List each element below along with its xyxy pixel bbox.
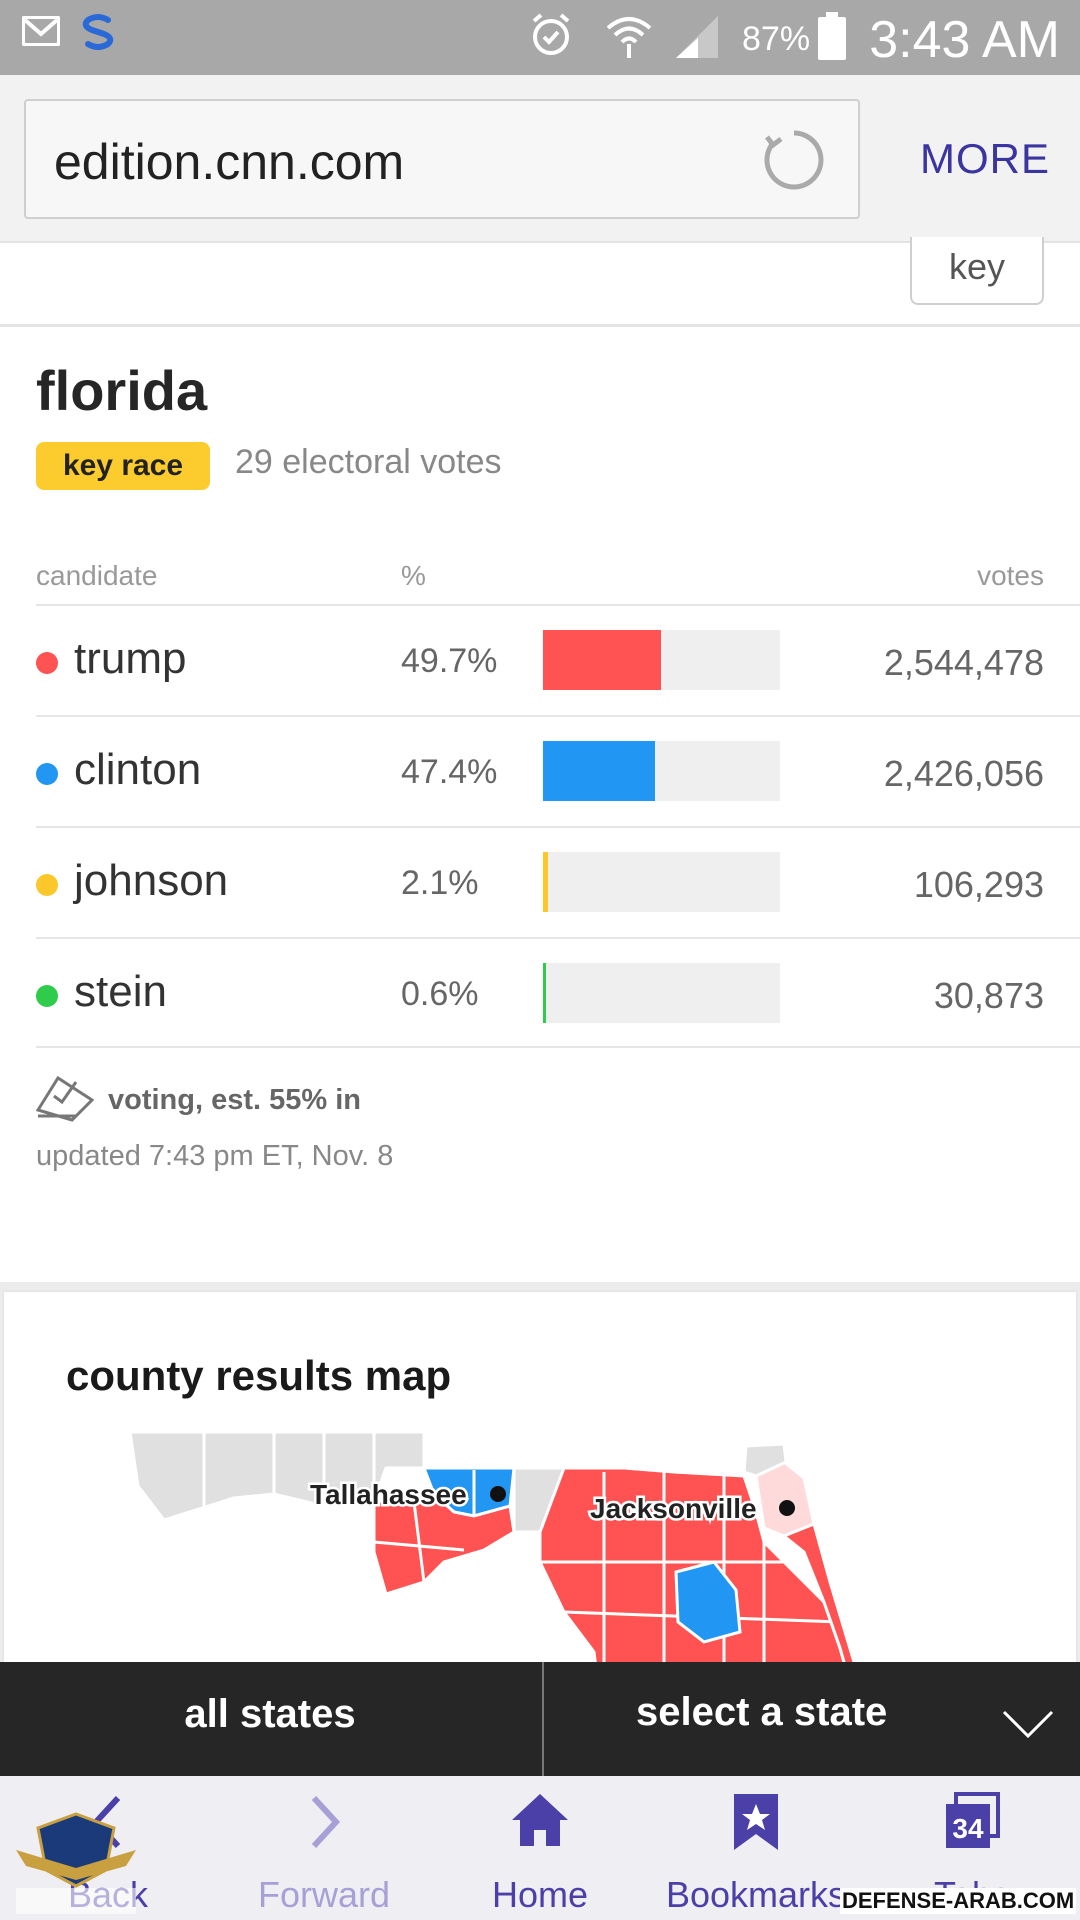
nav-home-button[interactable]: Home bbox=[432, 1776, 648, 1920]
county-shape bbox=[372, 1492, 516, 1596]
updated-timestamp: updated 7:43 pm ET, Nov. 8 bbox=[36, 1140, 394, 1172]
key-race-badge: key race bbox=[36, 442, 210, 490]
header-percent: % bbox=[401, 560, 426, 591]
nav-home-label: Home bbox=[491, 1874, 589, 1915]
candidate-votes: 2,426,056 bbox=[883, 753, 1044, 794]
county-map-section: county results map bbox=[0, 1282, 1080, 1732]
header-votes: votes bbox=[977, 560, 1044, 591]
watermark-text: DEFENSE-ARAB.COM bbox=[840, 1888, 1077, 1914]
vote-share-fill bbox=[543, 741, 655, 801]
city-label: Tallahassee bbox=[310, 1479, 467, 1510]
key-button[interactable]: key bbox=[910, 237, 1044, 305]
gmail-icon bbox=[22, 16, 60, 46]
city-marker bbox=[490, 1486, 506, 1502]
city-marker bbox=[779, 1500, 795, 1516]
candidate-name: johnson bbox=[74, 856, 229, 905]
candidate-votes: 30,873 bbox=[933, 975, 1044, 1016]
results-table: trump 49.7% 2,544,478 clinton 47.4% 2,42… bbox=[36, 604, 1080, 1048]
tabs-count: 34 bbox=[952, 1813, 984, 1844]
app-icon bbox=[82, 14, 114, 50]
watermark-logo bbox=[16, 1812, 136, 1914]
candidate-name: stein bbox=[74, 967, 167, 1016]
tabs-icon: 34 bbox=[946, 1792, 1000, 1848]
vote-share-bar bbox=[543, 741, 780, 801]
candidate-color-dot bbox=[36, 763, 58, 785]
vote-share-bar bbox=[543, 630, 780, 690]
state-selector-bar: all states select a state bbox=[0, 1662, 1080, 1776]
browser-toolbar: edition.cnn.com MORE bbox=[0, 75, 1080, 243]
vote-share-bar bbox=[543, 852, 780, 912]
select-state-label: select a state bbox=[636, 1690, 888, 1734]
alarm-icon bbox=[532, 13, 570, 55]
battery-icon bbox=[818, 12, 846, 60]
all-states-button[interactable]: all states bbox=[184, 1692, 356, 1736]
battery-percent: 87% bbox=[742, 20, 811, 58]
home-icon bbox=[512, 1794, 568, 1846]
vote-share-bar bbox=[543, 963, 780, 1023]
county-map-title: county results map bbox=[66, 1352, 452, 1399]
county-shape bbox=[674, 1560, 742, 1644]
candidate-row: stein 0.6% 30,873 bbox=[36, 937, 1080, 1048]
signal-icon bbox=[676, 16, 718, 58]
vote-share-fill bbox=[543, 630, 661, 690]
state-title: florida bbox=[36, 359, 208, 422]
select-state-dropdown[interactable]: select a state bbox=[542, 1662, 1080, 1776]
candidate-percent: 0.6% bbox=[401, 975, 479, 1013]
candidate-name: trump bbox=[74, 634, 187, 683]
nav-bookmarks-button[interactable]: Bookmarks bbox=[648, 1776, 864, 1920]
candidate-votes: 2,544,478 bbox=[883, 642, 1044, 683]
clock: 3:43 AM bbox=[869, 11, 1060, 69]
nav-forward-label: Forward bbox=[257, 1874, 391, 1915]
candidate-color-dot bbox=[36, 985, 58, 1007]
wifi-icon bbox=[606, 17, 652, 58]
vote-share-fill bbox=[543, 852, 548, 912]
bookmark-icon bbox=[734, 1794, 778, 1850]
vote-share-fill bbox=[543, 963, 546, 1023]
reporting-status: voting, est. 55% in bbox=[108, 1084, 361, 1116]
candidate-percent: 49.7% bbox=[401, 642, 498, 680]
city-label: Jacksonville bbox=[590, 1493, 757, 1524]
county-shape bbox=[742, 1442, 788, 1478]
more-button[interactable]: MORE bbox=[920, 135, 1050, 182]
candidate-votes: 106,293 bbox=[913, 864, 1044, 905]
status-bar: 87% 3:43 AM bbox=[0, 0, 1080, 75]
candidate-row: johnson 2.1% 106,293 bbox=[36, 826, 1080, 937]
address-bar[interactable]: edition.cnn.com bbox=[24, 99, 860, 219]
candidate-percent: 2.1% bbox=[401, 864, 479, 902]
header-candidate: candidate bbox=[36, 560, 158, 591]
candidate-row: clinton 47.4% 2,426,056 bbox=[36, 715, 1080, 826]
electoral-votes: 29 electoral votes bbox=[235, 443, 502, 481]
candidate-color-dot bbox=[36, 652, 58, 674]
candidate-percent: 47.4% bbox=[401, 753, 498, 791]
candidate-row: trump 49.7% 2,544,478 bbox=[36, 604, 1080, 715]
nav-forward-button[interactable]: Forward bbox=[216, 1776, 432, 1920]
candidate-name: clinton bbox=[74, 745, 202, 794]
ballot-icon bbox=[36, 1075, 94, 1122]
key-strip: key bbox=[0, 237, 1080, 327]
nav-bookmarks-label: Bookmarks bbox=[665, 1874, 847, 1915]
reload-icon[interactable] bbox=[761, 127, 827, 193]
url-text[interactable]: edition.cnn.com bbox=[54, 134, 405, 190]
candidate-color-dot bbox=[36, 874, 58, 896]
forward-arrow-icon bbox=[311, 1795, 341, 1849]
chevron-down-icon bbox=[1002, 1710, 1054, 1739]
